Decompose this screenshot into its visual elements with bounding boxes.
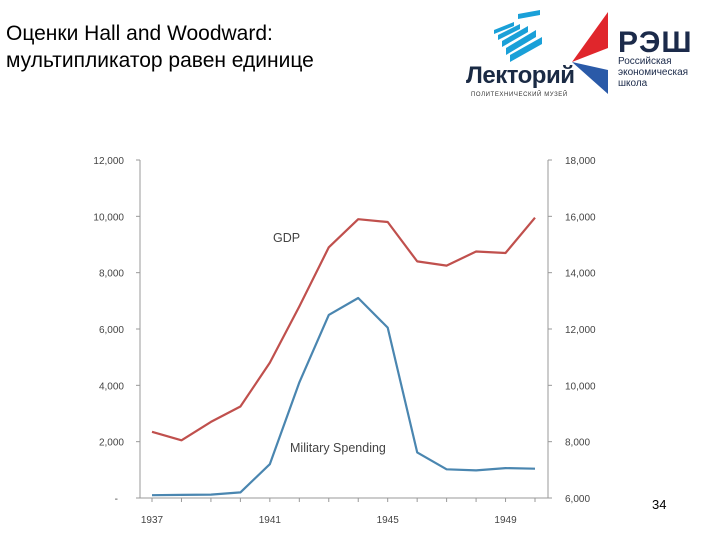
left-tick-label: 12,000 <box>93 156 124 167</box>
right-tick-label: 14,000 <box>565 269 596 280</box>
right-tick-label: 6,000 <box>565 494 590 505</box>
series-label: GDP <box>273 231 300 245</box>
right-tick-label: 16,000 <box>565 212 596 223</box>
title-line-2: мультипликатор равен единице <box>6 49 314 72</box>
lektoriy-subtitle: ПОЛИТЕХНИЧЕСКИЙ МУЗЕЙ <box>471 92 568 98</box>
x-tick-label: 1937 <box>141 515 164 526</box>
nes-subtitle: Российская экономическая школа <box>618 56 710 89</box>
right-tick-label: 8,000 <box>565 438 590 449</box>
nes-logo: РЭШ Российская экономическая школа <box>572 12 712 96</box>
slide-title: Оценки Hall and Woodward: мультипликатор… <box>6 20 426 74</box>
right-tick-label: 10,000 <box>565 381 596 392</box>
nes-subtitle-line: Российская <box>618 56 672 67</box>
nes-emblem-icon <box>572 12 608 94</box>
series-label: Military Spending <box>290 441 386 455</box>
left-tick-label: - <box>115 494 118 505</box>
series-line <box>151 216 536 442</box>
x-tick-label: 1949 <box>494 515 517 526</box>
right-tick-label: 18,000 <box>565 156 596 167</box>
left-tick-label: 6,000 <box>99 325 124 336</box>
page-number: 34 <box>652 497 667 512</box>
lektoriy-logo: Лекторий ПОЛИТЕХНИЧЕСКИЙ МУЗЕЙ <box>466 10 575 102</box>
left-tick-label: 2,000 <box>99 438 124 449</box>
lektoriy-wordmark: Лекторий <box>466 62 575 89</box>
x-tick-label: 1941 <box>259 515 282 526</box>
title-line-1: Оценки Hall and Woodward: <box>6 22 273 45</box>
x-tick-label: 1945 <box>377 515 400 526</box>
nes-subtitle-line: школа <box>618 78 648 89</box>
left-tick-label: 4,000 <box>99 381 124 392</box>
right-tick-label: 12,000 <box>565 325 596 336</box>
left-tick-label: 10,000 <box>93 212 124 223</box>
left-tick-label: 8,000 <box>99 269 124 280</box>
nes-subtitle-line: экономическая <box>618 67 689 78</box>
lektoriy-emblem-icon <box>494 10 542 62</box>
nes-wordmark: РЭШ <box>618 26 693 59</box>
series-line <box>151 296 536 497</box>
